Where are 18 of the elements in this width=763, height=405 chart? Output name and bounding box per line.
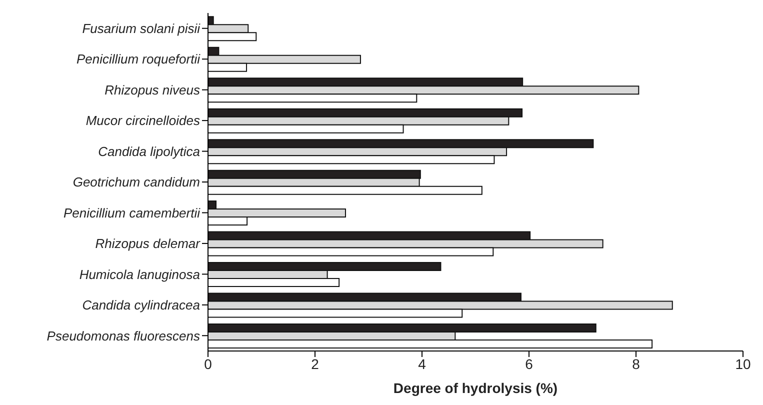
y-tick-label: Candida lipolytica [98,144,200,159]
y-tick-label: Candida cylindracea [82,298,200,313]
y-tick-label: Humicola lanuginosa [79,266,200,282]
y-tick-label: Geotrichum candidum [72,174,200,190]
x-tick-label: 4 [418,356,426,372]
x-tick-label: 6 [525,356,534,372]
y-tick-label: Penicillium roquefortii [76,52,202,67]
y-tick-label: Pseudomonas fluorescens [46,328,200,344]
y-tick-label: Penicillium camembertii [63,205,202,220]
x-tick-label: 2 [311,356,320,372]
x-tick-label: 8 [632,356,640,372]
x-tick-label: 0 [204,356,212,372]
x-tick-label: 10 [735,356,751,372]
x-axis-title: Degree of hydrolysis (%) [393,380,558,396]
y-tick-label: Mucor circinelloides [86,113,200,128]
y-tick-label: Rhizopus delemar [95,236,201,252]
y-tick-label: Rhizopus niveus [104,82,200,98]
y-tick-label: Fusarium solani pisii [82,20,202,36]
